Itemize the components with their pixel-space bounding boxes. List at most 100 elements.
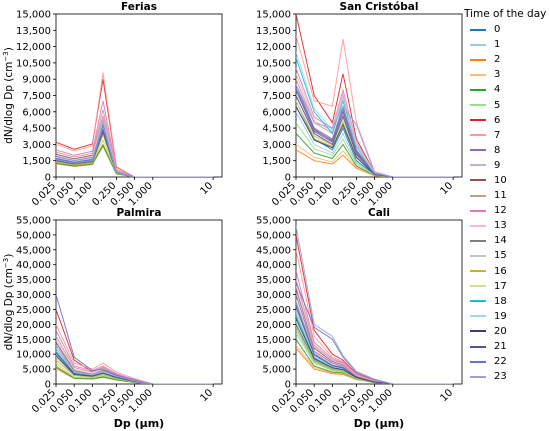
series-line-23 [56, 344, 214, 384]
legend-swatch [470, 345, 486, 348]
y-tick-label: 13,500 [256, 26, 291, 37]
legend-label: 11 [494, 190, 507, 202]
y-axis-label-unit-close: ) [3, 254, 15, 258]
y-tick-label: 0 [45, 173, 51, 184]
legend-item: 1 [470, 37, 550, 52]
legend-item: 11 [470, 188, 550, 203]
y-tick-label: 15,000 [256, 10, 291, 21]
y-tick-label: 25,000 [256, 305, 291, 316]
series-line-23 [56, 125, 214, 177]
series-line-23 [296, 225, 454, 384]
y-tick-label: 12,000 [16, 42, 51, 53]
chart-panel: Ferias 0 1,500 3,000 4,500 6,000 7,500 9,000 10,… [2, 1, 223, 208]
legend-swatch [470, 375, 486, 378]
legend-item: 16 [470, 264, 550, 279]
legend-label: 16 [494, 265, 507, 277]
series-line-11 [56, 109, 214, 177]
y-tick-label: 10,500 [16, 58, 51, 69]
y-tick-label: 20,000 [16, 320, 51, 331]
y-tick-label: 20,000 [256, 320, 291, 331]
legend-item: 20 [470, 324, 550, 339]
legend-item: 10 [470, 173, 550, 188]
y-tick-label: 10,000 [16, 350, 51, 361]
legend-swatch [470, 134, 486, 137]
plot-frame [55, 13, 223, 178]
series-line-21 [56, 130, 214, 177]
y-tick-label: 50,000 [16, 230, 51, 241]
y-tick-label: 10,000 [256, 350, 291, 361]
x-axis-label: Dp (μm) [114, 417, 164, 430]
series-line-16 [296, 106, 454, 177]
series-line-7 [56, 72, 214, 177]
legend-item: 7 [470, 128, 550, 143]
series-line-22 [296, 87, 454, 177]
legend-item: 15 [470, 248, 550, 263]
legend-label: 19 [494, 310, 507, 322]
y-tick-label: 13,500 [16, 26, 51, 37]
series-line-21 [296, 306, 454, 384]
x-tick-label: 10 [439, 180, 456, 197]
series-line-14 [56, 125, 214, 177]
series-line-21 [296, 95, 454, 177]
legend-item: 17 [470, 279, 550, 294]
y-axis-label: dN/dlog Dp (cm−3) [2, 47, 15, 144]
legend-swatch [470, 239, 486, 242]
y-tick-label: 7,500 [262, 91, 291, 102]
legend-label: 3 [494, 69, 501, 81]
y-tick-label: 30,000 [16, 290, 51, 301]
y-tick-label: 55,000 [256, 216, 291, 227]
legend-swatch [470, 28, 486, 31]
legend-label: 23 [494, 371, 507, 383]
legend-label: 14 [494, 235, 507, 247]
y-tick-label: 25,000 [16, 305, 51, 316]
legend-item: 18 [470, 294, 550, 309]
legend-label: 6 [494, 114, 501, 126]
x-axis-label: Dp (μm) [354, 417, 404, 430]
legend-swatch [470, 179, 486, 182]
legend-swatch [470, 58, 486, 61]
legend-label: 5 [494, 99, 501, 111]
y-tick-label: 40,000 [256, 260, 291, 271]
chart-panel: Palmira 0 5,000 10,000 15,000 20,000 25,000 30,… [2, 207, 223, 430]
series-line-12 [56, 100, 214, 177]
y-tick-label: 7,500 [22, 91, 51, 102]
legend-swatch [470, 360, 486, 363]
legend-swatch [470, 194, 486, 197]
series-line-11 [56, 336, 214, 384]
series-line-13 [56, 115, 214, 177]
legend-item: 13 [470, 218, 550, 233]
series-line-4 [56, 144, 214, 177]
y-tick-label: 15,000 [16, 10, 51, 21]
chart-title: Palmira [117, 207, 162, 219]
series-line-15 [296, 312, 454, 384]
legend-swatch [470, 73, 486, 76]
y-tick-label: 35,000 [16, 275, 51, 286]
y-tick-label: 50,000 [256, 230, 291, 241]
legend-label: 13 [494, 220, 507, 232]
y-tick-label: 0 [45, 380, 51, 391]
y-tick-label: 45,000 [16, 245, 51, 256]
y-tick-label: 0 [285, 173, 291, 184]
legend-label: 15 [494, 250, 507, 262]
legend-swatch [470, 149, 486, 152]
legend-swatch [470, 254, 486, 257]
series-line-8 [296, 84, 454, 177]
legend-label: 12 [494, 205, 507, 217]
legend-item: 22 [470, 354, 550, 369]
y-tick-label: 10,500 [256, 58, 291, 69]
series-line-17 [296, 100, 454, 177]
legend-swatch [470, 285, 486, 288]
y-tick-label: 6,000 [22, 107, 51, 118]
legend-swatch [470, 43, 486, 46]
y-axis-label-exponent: −3 [2, 51, 10, 61]
legend: Time of the day 0 1 2 3 4 5 6 7 8 9 10 11 12 13 14 15 16… [464, 8, 550, 384]
legend-label: 17 [494, 280, 507, 292]
legend-label: 4 [494, 84, 501, 96]
y-tick-label: 3,000 [262, 140, 291, 151]
legend-label: 21 [494, 341, 507, 353]
series-line-12 [296, 68, 454, 177]
legend-swatch [470, 119, 486, 122]
x-tick-label: 10 [439, 387, 456, 404]
y-tick-label: 30,000 [256, 290, 291, 301]
